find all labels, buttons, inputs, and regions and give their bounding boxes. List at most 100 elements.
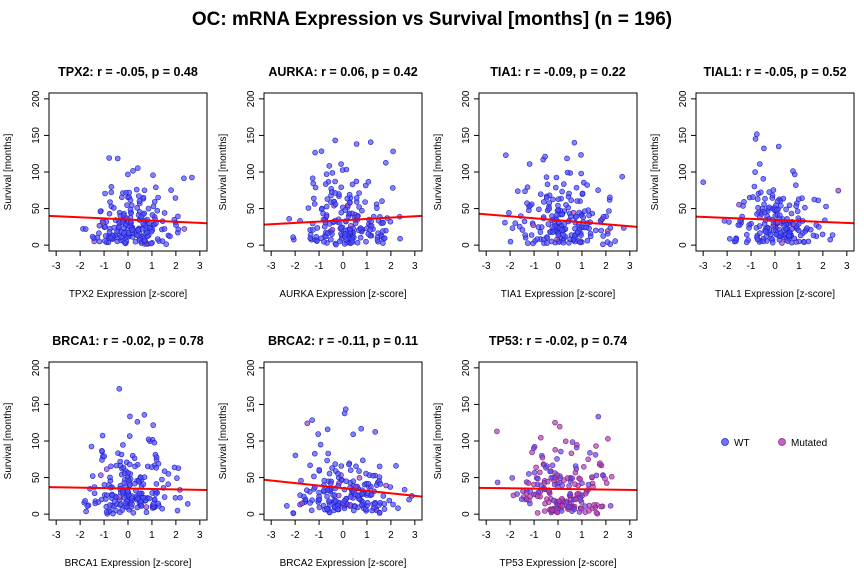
data-point — [124, 202, 130, 208]
data-point — [143, 509, 150, 516]
data-point — [310, 180, 317, 187]
legend-marker — [721, 438, 729, 446]
x-tick-label: -3 — [267, 261, 276, 272]
data-point — [802, 204, 808, 211]
data-point — [328, 189, 335, 195]
data-point — [163, 241, 169, 247]
data-point — [595, 187, 601, 193]
data-point — [743, 239, 750, 246]
data-point — [756, 161, 763, 167]
y-axis: 0 50 100 150 200 — [461, 359, 479, 517]
data-point — [512, 220, 519, 226]
data-point — [560, 181, 567, 187]
data-point — [89, 233, 96, 240]
legend-label: Mutated — [791, 438, 827, 449]
data-point — [316, 496, 323, 503]
data-point — [387, 218, 394, 225]
y-tick-label: 100 — [246, 432, 257, 449]
data-point — [146, 495, 153, 502]
data-point — [150, 422, 156, 428]
data-point — [794, 208, 801, 215]
data-point — [102, 190, 108, 197]
data-point — [756, 223, 763, 229]
x-tick-label: 0 — [125, 530, 131, 541]
data-point — [397, 235, 403, 242]
data-point — [721, 218, 728, 224]
data-point — [312, 149, 318, 156]
data-point — [568, 197, 575, 204]
data-point — [377, 481, 384, 487]
data-point — [507, 238, 514, 245]
data-point — [577, 239, 584, 246]
data-point — [313, 234, 320, 240]
y-axis: 0 50 100 150 200 — [31, 359, 49, 517]
regression-line — [48, 214, 208, 225]
data-point — [347, 467, 354, 474]
data-point — [569, 475, 576, 482]
data-point — [552, 446, 559, 453]
data-point — [150, 203, 157, 210]
data-point — [309, 417, 315, 424]
regression-line — [263, 478, 423, 498]
data-point — [107, 199, 113, 205]
data-point — [540, 199, 547, 205]
data-point — [139, 226, 146, 232]
y-tick-label: 200 — [246, 359, 257, 376]
data-point — [338, 463, 345, 469]
data-point — [96, 230, 102, 236]
data-point — [574, 198, 581, 204]
data-point — [329, 465, 335, 471]
data-point — [537, 434, 544, 441]
data-point — [369, 507, 375, 514]
y-tick-label: 100 — [31, 432, 42, 449]
data-point — [518, 496, 525, 503]
data-point — [502, 152, 509, 158]
data-point — [327, 480, 334, 487]
panel-tp53: TP53: r = -0.02, p = 0.74 -3 -2 -1 0 1 2 3 TP53 … — [433, 334, 638, 569]
x-tick-label: -3 — [52, 530, 61, 541]
data-point — [141, 187, 148, 194]
data-point — [608, 473, 615, 480]
data-point — [776, 212, 783, 218]
data-point — [578, 505, 584, 512]
data-point — [537, 191, 544, 197]
y-tick-label: 150 — [246, 127, 257, 144]
data-point — [514, 188, 521, 194]
x-axis-label: TIAL1 Expression [z-score] — [715, 289, 835, 300]
x-axis-label: AURKA Expression [z-score] — [279, 289, 406, 300]
data-point — [316, 467, 323, 473]
data-point — [593, 472, 600, 479]
data-point — [557, 448, 564, 455]
data-point — [541, 508, 548, 514]
x-tick-label: 2 — [820, 261, 826, 272]
data-point — [780, 195, 787, 202]
data-point — [286, 216, 293, 222]
data-point — [118, 234, 124, 240]
data-point — [604, 239, 611, 245]
panel-tia1: TIA1: r = -0.09, p = 0.22 -3 -2 -1 0 1 2 3 TIA1 … — [433, 65, 638, 300]
data-point — [97, 208, 104, 215]
data-point — [122, 500, 129, 507]
data-point — [537, 229, 544, 235]
data-point — [752, 136, 759, 142]
data-point — [559, 482, 566, 489]
data-point — [406, 496, 412, 503]
data-point — [346, 461, 352, 468]
data-point — [546, 206, 553, 212]
data-point — [114, 155, 121, 162]
y-axis-label: Survival [months] — [3, 402, 14, 479]
data-point — [525, 471, 532, 477]
data-point — [107, 474, 113, 481]
data-point — [324, 230, 331, 236]
x-tick-label: 2 — [603, 261, 609, 272]
data-point — [103, 509, 110, 515]
data-point — [153, 464, 159, 471]
data-point — [322, 181, 329, 187]
y-tick-label: 50 — [246, 203, 257, 215]
data-point — [172, 494, 179, 501]
data-point — [552, 184, 559, 191]
data-point — [389, 185, 396, 191]
data-point — [576, 209, 583, 216]
data-point — [530, 222, 537, 228]
data-point — [96, 238, 103, 245]
